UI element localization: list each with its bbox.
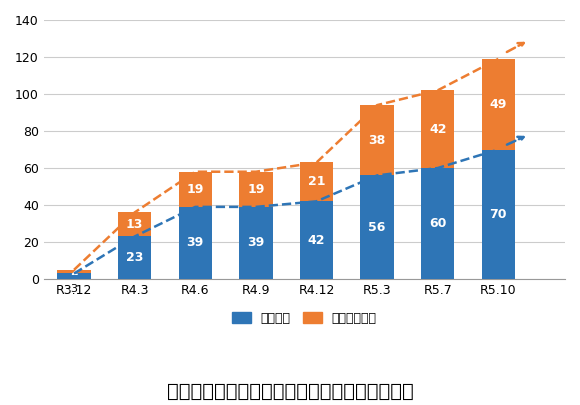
Bar [118,213,151,237]
Text: 13: 13 [126,218,143,231]
Bar [57,270,90,273]
Text: 60: 60 [429,217,447,230]
Bar [239,172,273,207]
Bar [179,207,212,279]
Bar [179,172,212,207]
Bar [360,175,394,279]
Bar [300,162,333,201]
Bar [57,273,90,279]
Bar [481,149,515,279]
Text: 図５－１　復興ＪＶ対象工事の契約件数の累計: 図５－１ 復興ＪＶ対象工事の契約件数の累計 [166,382,414,401]
Text: 38: 38 [368,134,386,147]
Text: 39: 39 [247,237,264,249]
Bar [239,207,273,279]
Legend: 管内のみ, 管外（含む）: 管内のみ, 管外（含む） [227,307,382,330]
Text: 2: 2 [70,266,78,277]
Text: 23: 23 [126,251,143,264]
Text: 42: 42 [308,234,325,247]
Text: 42: 42 [429,123,447,136]
Text: 70: 70 [490,208,507,221]
Bar [300,201,333,279]
Bar [421,90,454,168]
Bar [118,237,151,279]
Text: 19: 19 [247,183,264,196]
Bar [360,105,394,175]
Text: 19: 19 [187,183,204,196]
Text: 3: 3 [71,284,78,294]
Text: 49: 49 [490,98,507,111]
Bar [481,59,515,149]
Bar [421,168,454,279]
Text: 21: 21 [308,175,325,188]
Text: 39: 39 [187,237,204,249]
Text: 56: 56 [368,221,386,234]
